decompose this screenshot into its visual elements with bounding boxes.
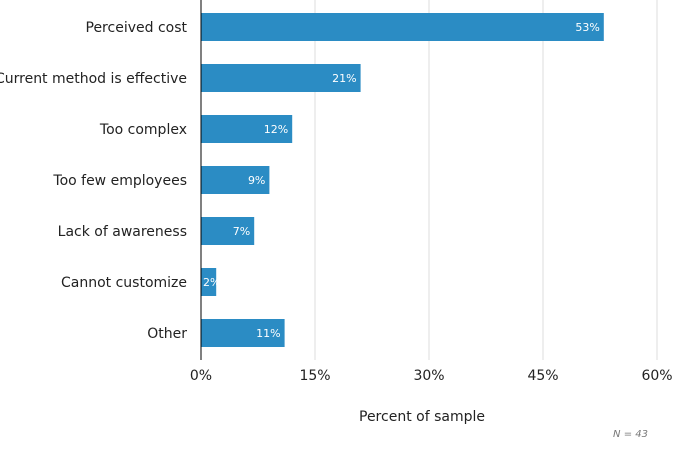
x-tick-label: 15% bbox=[299, 368, 330, 384]
x-tick-label: 45% bbox=[527, 368, 558, 384]
category-label: Other bbox=[147, 326, 187, 342]
data-label: 2% bbox=[203, 276, 220, 289]
category-label: Lack of awareness bbox=[58, 224, 187, 240]
data-label: 9% bbox=[248, 174, 265, 187]
category-label: Too few employees bbox=[52, 173, 187, 189]
bar bbox=[201, 217, 255, 245]
category-label: Current method is effective bbox=[0, 71, 187, 87]
bar bbox=[201, 166, 270, 194]
data-label: 53% bbox=[575, 21, 599, 34]
data-label: 7% bbox=[233, 225, 250, 238]
bar bbox=[201, 13, 604, 41]
x-tick-label: 30% bbox=[413, 368, 444, 384]
x-axis-title: Percent of sample bbox=[359, 409, 485, 425]
bar bbox=[201, 64, 361, 92]
data-label: 21% bbox=[332, 72, 356, 85]
data-label: 12% bbox=[264, 123, 288, 136]
bar bbox=[201, 319, 285, 347]
category-label: Perceived cost bbox=[86, 20, 188, 36]
data-label: 11% bbox=[256, 327, 280, 340]
category-label: Cannot customize bbox=[61, 275, 187, 291]
x-tick-label: 0% bbox=[190, 368, 212, 384]
bar bbox=[201, 115, 293, 143]
bar bbox=[201, 268, 217, 296]
category-label: Too complex bbox=[99, 122, 187, 138]
sample-size-note: N = 43 bbox=[613, 429, 648, 440]
x-tick-label: 60% bbox=[641, 368, 672, 384]
